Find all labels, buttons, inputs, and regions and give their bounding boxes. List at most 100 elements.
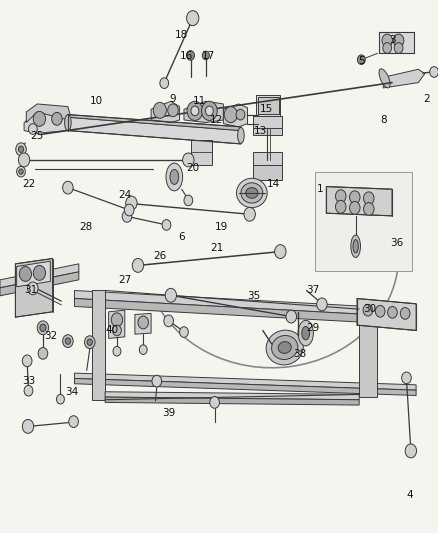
Text: 9: 9 [170,94,177,103]
Text: 25: 25 [31,131,44,141]
Circle shape [400,308,410,319]
Bar [191,140,212,165]
Polygon shape [383,69,425,88]
Circle shape [430,67,438,77]
Bar [253,128,282,135]
Circle shape [152,375,162,387]
Polygon shape [74,378,416,395]
Circle shape [28,124,37,134]
Text: 30: 30 [364,304,377,314]
Circle shape [350,201,360,214]
Circle shape [205,106,213,116]
Ellipse shape [237,127,244,143]
Text: 29: 29 [307,323,320,333]
Circle shape [122,211,132,222]
Circle shape [138,316,148,329]
Circle shape [17,166,25,177]
Circle shape [19,169,23,174]
Polygon shape [74,373,416,390]
Circle shape [16,143,26,156]
Text: 16: 16 [180,51,193,61]
Circle shape [22,355,32,367]
Ellipse shape [246,188,258,198]
Circle shape [187,101,203,120]
Polygon shape [15,259,53,317]
Text: 18: 18 [175,30,188,39]
Text: 6: 6 [178,232,185,242]
Circle shape [393,34,404,47]
Bar [253,152,282,166]
Text: 11: 11 [193,96,206,106]
Text: 15: 15 [260,104,273,114]
Text: 35: 35 [247,291,261,301]
Polygon shape [357,298,416,330]
Polygon shape [26,104,70,123]
Text: 14: 14 [267,179,280,189]
Text: 28: 28 [79,222,92,231]
Circle shape [33,265,46,280]
Circle shape [19,266,32,281]
Circle shape [87,339,92,345]
Text: 38: 38 [293,350,307,359]
Circle shape [286,310,297,323]
Circle shape [405,444,417,458]
Text: 21: 21 [210,243,223,253]
Text: 37: 37 [307,286,320,295]
Text: 3: 3 [389,35,396,45]
Circle shape [28,282,38,295]
Circle shape [124,204,134,216]
Ellipse shape [272,335,298,360]
Circle shape [402,372,411,384]
Circle shape [394,43,403,53]
Text: 40: 40 [105,326,118,335]
Text: 22: 22 [22,179,35,189]
Circle shape [180,327,188,337]
Circle shape [383,43,392,53]
Circle shape [139,345,147,354]
Text: 5: 5 [358,56,365,66]
Polygon shape [74,298,416,325]
Circle shape [201,101,217,120]
Polygon shape [24,112,70,133]
Ellipse shape [298,320,314,346]
Text: 32: 32 [44,331,57,341]
Circle shape [317,298,327,311]
Polygon shape [0,264,79,288]
Text: 36: 36 [390,238,403,247]
Polygon shape [68,117,241,144]
Ellipse shape [379,69,390,88]
Text: 10: 10 [90,96,103,106]
Polygon shape [184,101,223,123]
Circle shape [111,313,123,327]
Text: 4: 4 [406,490,413,499]
Circle shape [382,34,392,47]
Circle shape [191,106,199,116]
Ellipse shape [351,235,360,257]
Circle shape [132,259,144,272]
Circle shape [113,325,121,336]
Text: 31: 31 [24,286,37,295]
Polygon shape [0,272,79,296]
Circle shape [187,51,194,60]
Ellipse shape [266,330,303,365]
Bar [253,165,282,180]
Circle shape [187,11,199,26]
Circle shape [113,346,121,356]
Text: 20: 20 [186,163,199,173]
Polygon shape [17,261,50,287]
Circle shape [363,304,373,316]
Polygon shape [151,101,180,123]
Text: 1: 1 [316,184,323,194]
Circle shape [236,109,245,120]
Text: 2: 2 [424,94,431,103]
Circle shape [22,419,34,433]
Circle shape [164,315,173,327]
Circle shape [336,200,346,213]
Polygon shape [92,290,105,400]
Text: 34: 34 [66,387,79,397]
Ellipse shape [237,178,267,207]
Circle shape [357,55,365,64]
Circle shape [375,305,385,317]
Circle shape [165,288,177,302]
Ellipse shape [278,342,291,353]
